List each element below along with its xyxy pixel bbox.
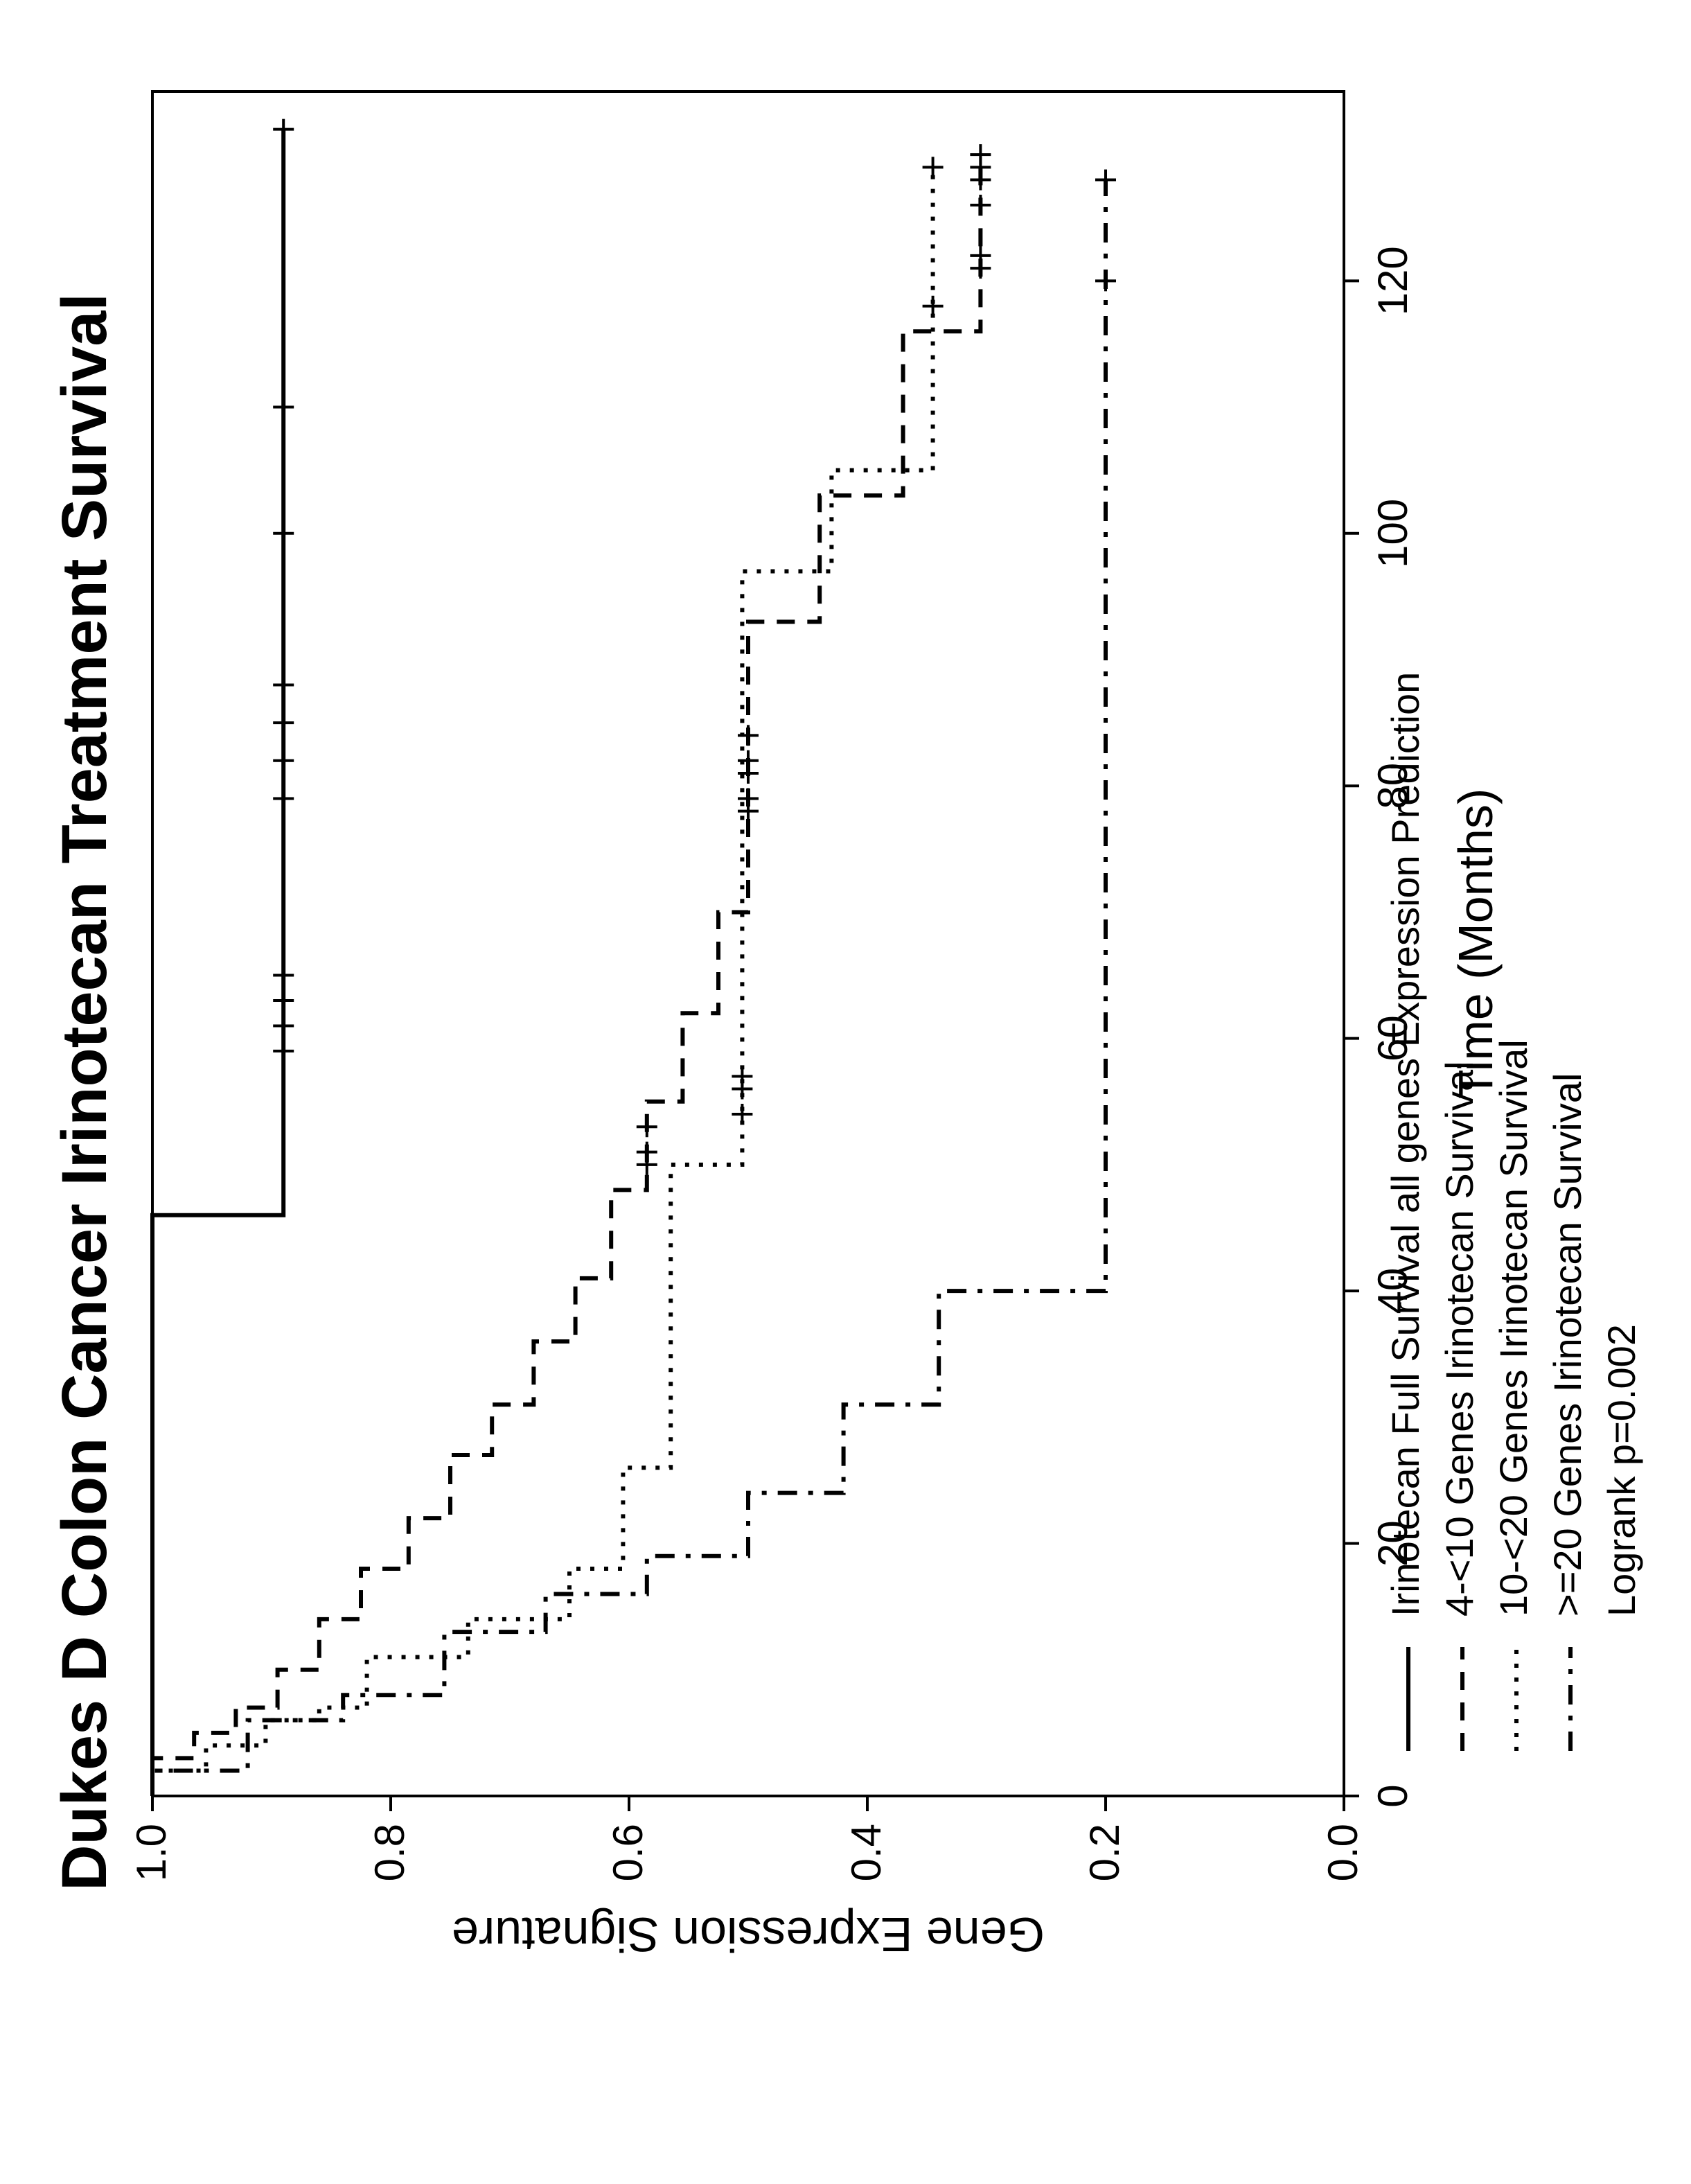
x-tick-label: 100 — [1369, 499, 1417, 568]
legend-entry: >=20 Genes Irinotecan Survival — [1541, 1073, 1595, 1751]
y-tick-label: 0.6 — [604, 1824, 652, 1881]
figure-landscape: Dukes D Colon Cancer Irinotecan Treatmen… — [0, 0, 1691, 2184]
legend-line-sample — [1543, 1647, 1597, 1751]
legend-line-sample — [1489, 1647, 1543, 1751]
legend-label: >=20 Genes Irinotecan Survival — [1546, 1073, 1589, 1617]
legend-label: Irinotecan Full Survival all genes Expre… — [1383, 672, 1427, 1617]
x-tick-label: 120 — [1369, 246, 1417, 315]
legend-entry: 10-<20 Genes Irinotecan Survival — [1487, 1039, 1541, 1751]
legend-entry: 4-<10 Genes Irinotecan Survival — [1433, 1061, 1487, 1751]
legend-entry: Logrank p=0.002 — [1595, 1324, 1649, 1751]
y-tick-label: 0.4 — [842, 1824, 890, 1881]
y-tick-label: 0.0 — [1319, 1824, 1367, 1881]
legend-line-sample — [1435, 1647, 1489, 1751]
legend-line-sample — [1381, 1647, 1435, 1751]
y-tick-label: 0.8 — [366, 1824, 414, 1881]
legend-entry: Irinotecan Full Survival all genes Expre… — [1379, 672, 1433, 1751]
legend-note: Logrank p=0.002 — [1600, 1324, 1643, 1617]
figure-stage: Dukes D Colon Cancer Irinotecan Treatmen… — [0, 0, 1691, 2184]
legend-label: 10-<20 Genes Irinotecan Survival — [1491, 1039, 1535, 1617]
y-tick-label: 0.2 — [1081, 1824, 1128, 1881]
x-tick-label: 0 — [1369, 1784, 1417, 1807]
y-tick-label: 1.0 — [127, 1824, 175, 1881]
legend-label: 4-<10 Genes Irinotecan Survival — [1437, 1061, 1481, 1617]
y-axis-label: Gene Expression Signature — [452, 1907, 1045, 1962]
